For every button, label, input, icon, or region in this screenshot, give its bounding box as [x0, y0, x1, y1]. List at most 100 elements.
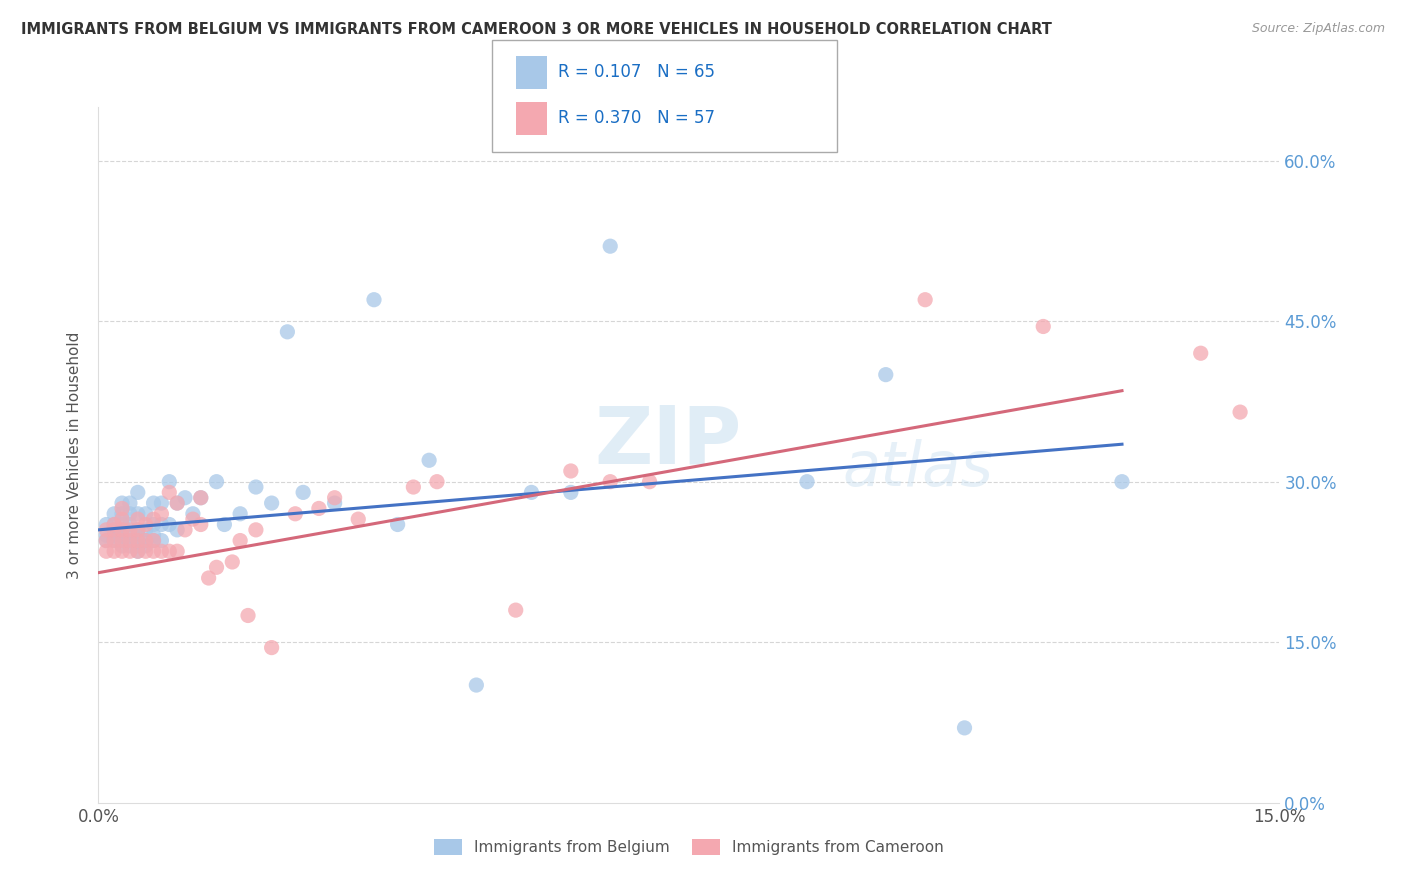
Point: [118, 539, 141, 553]
Point: [111, 523, 134, 537]
Point: [229, 533, 252, 548]
Point: [111, 512, 134, 526]
Point: [363, 293, 385, 307]
Point: [157, 475, 180, 489]
Point: [505, 603, 527, 617]
Point: [245, 480, 267, 494]
Point: [142, 512, 165, 526]
Point: [190, 517, 212, 532]
Point: [1111, 475, 1133, 489]
Point: [426, 475, 449, 489]
Point: [276, 325, 298, 339]
Point: [953, 721, 976, 735]
Point: [150, 533, 173, 548]
Point: [96, 544, 118, 558]
Point: [142, 496, 165, 510]
Point: [135, 523, 157, 537]
Point: [127, 544, 149, 558]
Point: [103, 523, 125, 537]
Point: [142, 528, 165, 542]
Point: [111, 507, 134, 521]
Point: [229, 507, 252, 521]
Point: [135, 539, 157, 553]
Point: [118, 528, 141, 542]
Point: [127, 507, 149, 521]
Point: [347, 512, 370, 526]
Point: [96, 523, 118, 537]
Point: [135, 544, 157, 558]
Point: [1032, 319, 1054, 334]
Point: [166, 544, 188, 558]
Point: [111, 544, 134, 558]
Point: [157, 544, 180, 558]
Point: [118, 507, 141, 521]
Point: [796, 475, 818, 489]
Point: [181, 512, 204, 526]
Point: [118, 533, 141, 548]
Text: R = 0.107   N = 65: R = 0.107 N = 65: [558, 63, 716, 81]
Point: [142, 533, 165, 548]
Point: [118, 496, 141, 510]
Point: [387, 517, 409, 532]
Point: [323, 496, 346, 510]
Point: [142, 533, 165, 548]
Point: [103, 523, 125, 537]
Point: [96, 517, 118, 532]
Point: [103, 528, 125, 542]
Point: [190, 491, 212, 505]
Point: [127, 533, 149, 548]
Point: [174, 523, 197, 537]
Point: [418, 453, 440, 467]
Point: [284, 507, 307, 521]
Y-axis label: 3 or more Vehicles in Household: 3 or more Vehicles in Household: [67, 331, 83, 579]
Point: [914, 293, 936, 307]
Point: [118, 544, 141, 558]
Point: [111, 501, 134, 516]
Point: [111, 533, 134, 548]
Point: [214, 517, 236, 532]
Point: [127, 512, 149, 526]
Point: [323, 491, 346, 505]
Point: [150, 517, 173, 532]
Point: [150, 507, 173, 521]
Text: atlas: atlas: [842, 439, 994, 499]
Text: R = 0.370   N = 57: R = 0.370 N = 57: [558, 110, 716, 128]
Point: [260, 640, 283, 655]
Point: [1189, 346, 1212, 360]
Point: [127, 528, 149, 542]
Legend: Immigrants from Belgium, Immigrants from Cameroon: Immigrants from Belgium, Immigrants from…: [427, 833, 950, 862]
Point: [1229, 405, 1251, 419]
Point: [111, 496, 134, 510]
Point: [157, 485, 180, 500]
Point: [111, 528, 134, 542]
Point: [157, 517, 180, 532]
Point: [166, 496, 188, 510]
Point: [118, 533, 141, 548]
Point: [292, 485, 315, 500]
Point: [174, 491, 197, 505]
Text: Source: ZipAtlas.com: Source: ZipAtlas.com: [1251, 22, 1385, 36]
Point: [166, 523, 188, 537]
Point: [260, 496, 283, 510]
Point: [127, 533, 149, 548]
Point: [103, 517, 125, 532]
Point: [560, 485, 582, 500]
Point: [127, 485, 149, 500]
Point: [127, 523, 149, 537]
Point: [205, 475, 228, 489]
Point: [127, 539, 149, 553]
Point: [245, 523, 267, 537]
Point: [111, 539, 134, 553]
Point: [875, 368, 897, 382]
Point: [166, 496, 188, 510]
Point: [205, 560, 228, 574]
Point: [142, 517, 165, 532]
Point: [465, 678, 488, 692]
Point: [796, 132, 818, 146]
Point: [127, 544, 149, 558]
Point: [111, 533, 134, 548]
Point: [103, 533, 125, 548]
Point: [103, 544, 125, 558]
Point: [118, 517, 141, 532]
Point: [197, 571, 219, 585]
